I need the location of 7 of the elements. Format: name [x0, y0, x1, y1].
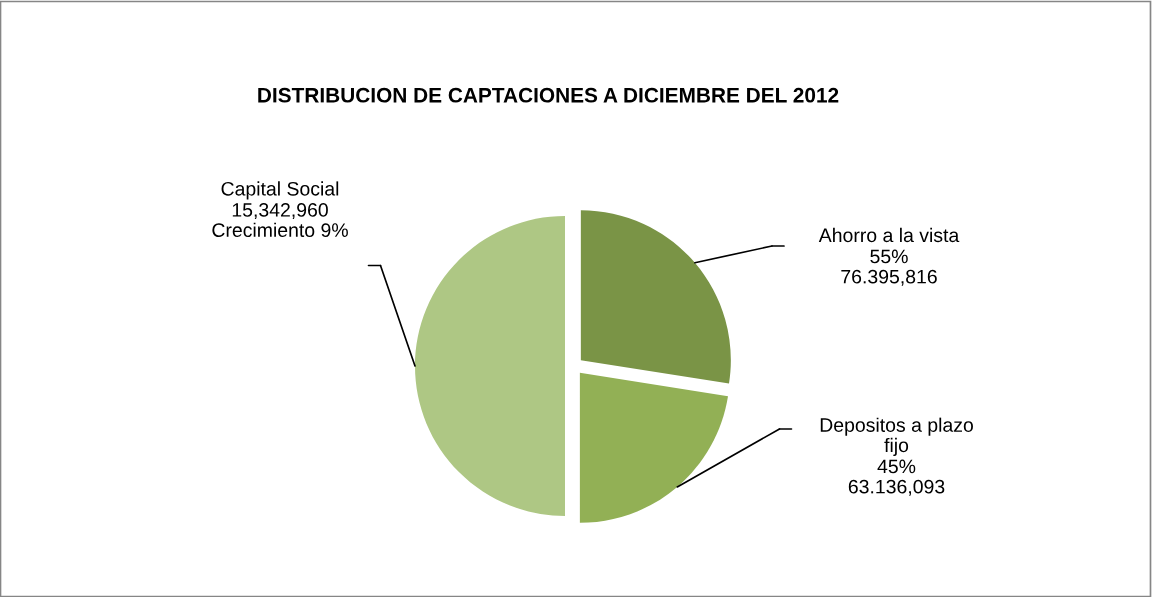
text: 55% 76.395,816 [841, 249, 937, 286]
slice-label: Capital Social [221, 181, 339, 200]
chart-title: DISTRIBUCION DE CAPTACIONES A DICIEMBRE DEL 2012 [258, 87, 839, 103]
slice-label: Depositos a plazo fijo [820, 417, 973, 456]
text: 45% 63.136,093 [848, 459, 945, 496]
slice-label: Ahorro a la vista [818, 227, 960, 243]
text: 15,342,960 Crecimiento 9% [212, 203, 348, 238]
